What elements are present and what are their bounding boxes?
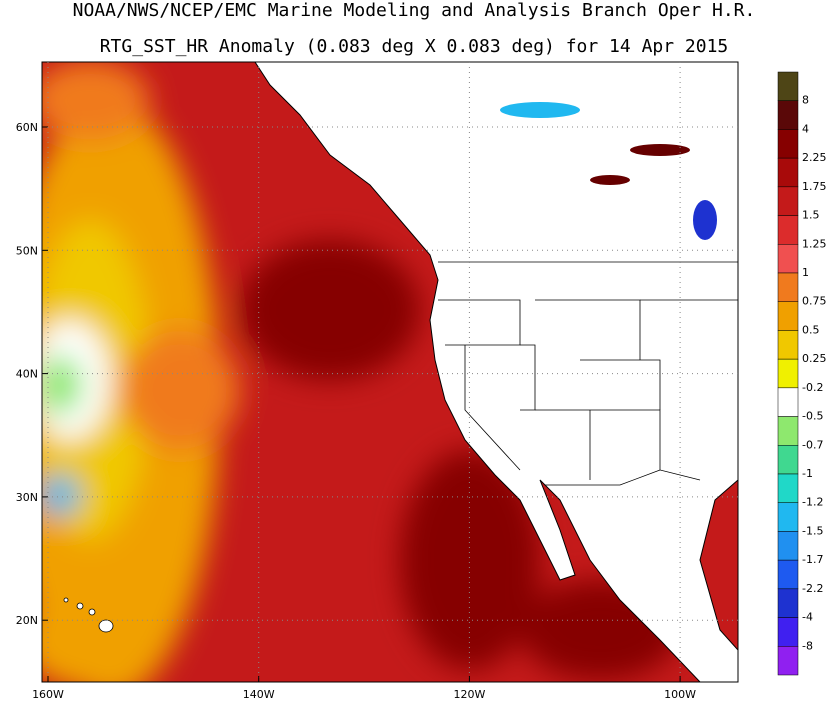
colorbar-label: -8 [802, 639, 813, 652]
map [42, 62, 738, 682]
colorbar-box [777, 244, 799, 274]
lat-label: 50N [16, 244, 38, 257]
hawaii [63, 597, 114, 633]
lon-label: 100W [664, 688, 696, 701]
colorbar-box [777, 445, 799, 475]
colorbar-box [777, 301, 799, 331]
colorbar-label: -0.2 [802, 381, 823, 394]
colorbar-label: 4 [802, 122, 809, 135]
lat-label: 20N [16, 614, 38, 627]
land [254, 62, 738, 682]
colorbar-box [777, 272, 799, 302]
colorbar: 8 4 2.25 1.75 1.5 1.25 1 0.75 0.5 0.25 -0.2 -0.5 -0.… [777, 71, 827, 676]
colorbar-label: -1 [802, 467, 813, 480]
colorbar-box [777, 100, 799, 130]
colorbar-label: 0.5 [802, 323, 820, 336]
lon-label: 160W [32, 688, 64, 701]
title-line2: RTG_SST_HR Anomaly (0.083 deg X 0.083 de… [100, 36, 729, 57]
colorbar-label: -0.5 [802, 410, 823, 423]
colorbar-box [777, 387, 799, 417]
title-line1: NOAA/NWS/NCEP/EMC Marine Modeling and An… [73, 0, 756, 21]
graticule: 60N 50N 40N 30N 20N 160W 140W 120W 100W [16, 62, 738, 701]
colorbar-label: -0.7 [802, 438, 823, 451]
colorbar-box [777, 358, 799, 389]
lon-label: 120W [453, 688, 485, 701]
colorbar-label: 1.25 [802, 237, 827, 250]
colorbar-box [777, 502, 799, 532]
lat-label: 60N [16, 121, 38, 134]
colorbar-box [777, 531, 799, 561]
colorbar-label: -1.2 [802, 496, 823, 509]
colorbar-label: -1.5 [802, 524, 823, 537]
colorbar-label: -4 [802, 611, 813, 624]
colorbar-label: -1.7 [802, 553, 823, 566]
colorbar-box [777, 646, 799, 676]
colorbar-label: 8 [802, 94, 809, 107]
colorbar-label: 2.25 [802, 151, 827, 164]
lon-label: 140W [243, 688, 275, 701]
lat-label: 30N [16, 491, 38, 504]
colorbar-box [777, 330, 799, 360]
colorbar-label: 1.75 [802, 180, 827, 193]
colorbar-label: 0.75 [802, 295, 827, 308]
colorbar-box [777, 588, 799, 618]
colorbar-box [777, 559, 799, 590]
colorbar-box [777, 215, 799, 245]
lat-label: 40N [16, 368, 38, 381]
colorbar-box [777, 473, 799, 503]
colorbar-label: -2.2 [802, 582, 823, 595]
colorbar-box [777, 416, 799, 446]
lakes [500, 102, 717, 240]
borders [438, 261, 738, 486]
colorbar-box [777, 71, 799, 101]
colorbar-box [777, 157, 799, 188]
colorbar-box [777, 617, 799, 647]
anomaly-field [42, 62, 680, 682]
colorbar-label: 1 [802, 266, 809, 279]
colorbar-label: 1.5 [802, 209, 820, 222]
colorbar-box [777, 129, 799, 159]
map-frame [41, 61, 739, 683]
colorbar-box [777, 186, 799, 216]
colorbar-label: 0.25 [802, 352, 827, 365]
